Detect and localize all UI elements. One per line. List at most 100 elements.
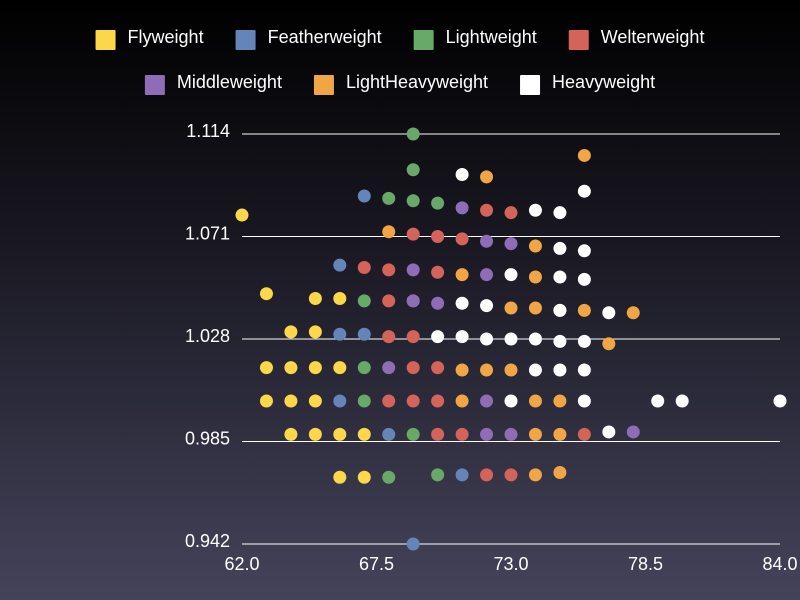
point-flyweight — [284, 427, 298, 441]
x-tick-label: 78.5 — [628, 554, 663, 574]
point-middleweight — [455, 201, 469, 215]
point-middleweight — [382, 361, 396, 375]
point-welterweight — [431, 427, 445, 441]
point-lightweight — [406, 194, 420, 208]
point-lightweight — [382, 191, 396, 205]
point-middleweight — [504, 237, 518, 251]
point-featherweight — [333, 394, 347, 408]
legend-label: LightHeavyweight — [346, 72, 488, 92]
point-lightweight — [357, 361, 371, 375]
point-heavyweight — [528, 363, 542, 377]
point-welterweight — [357, 260, 371, 274]
point-welterweight — [577, 427, 591, 441]
legend-label: Lightweight — [446, 27, 537, 47]
legend-swatch — [313, 75, 334, 95]
y-tick-label: 1.028 — [185, 326, 230, 346]
point-middleweight — [480, 234, 494, 248]
point-lightheavyweight — [480, 170, 494, 184]
point-lightheavyweight — [528, 270, 542, 284]
point-lightweight — [406, 427, 420, 441]
point-middleweight — [480, 427, 494, 441]
point-flyweight — [284, 361, 298, 375]
x-tick-label: 62.0 — [224, 554, 259, 574]
point-heavyweight — [553, 303, 567, 317]
point-heavyweight — [553, 241, 567, 255]
point-welterweight — [431, 361, 445, 375]
point-heavyweight — [553, 206, 567, 220]
point-welterweight — [455, 427, 469, 441]
point-flyweight — [333, 361, 347, 375]
point-flyweight — [308, 291, 322, 305]
point-heavyweight — [504, 268, 518, 282]
point-flyweight — [259, 394, 273, 408]
data-points — [235, 127, 787, 551]
point-heavyweight — [431, 330, 445, 344]
point-lightheavyweight — [577, 148, 591, 162]
point-lightweight — [406, 163, 420, 177]
point-heavyweight — [553, 363, 567, 377]
point-flyweight — [333, 427, 347, 441]
point-middleweight — [406, 294, 420, 308]
point-heavyweight — [553, 334, 567, 348]
point-featherweight — [455, 468, 469, 482]
point-heavyweight — [504, 394, 518, 408]
point-welterweight — [480, 468, 494, 482]
point-lightheavyweight — [455, 268, 469, 282]
legend-item-welterweight: Welterweight — [568, 27, 704, 50]
point-welterweight — [455, 232, 469, 246]
y-axis-ticks: 0.942 0.985 1.028 1.071 1.114 — [185, 121, 230, 551]
point-welterweight — [406, 227, 420, 241]
point-heavyweight — [577, 334, 591, 348]
point-flyweight — [284, 325, 298, 339]
x-tick-label: 73.0 — [493, 554, 528, 574]
point-lightheavyweight — [504, 363, 518, 377]
point-middleweight — [626, 425, 640, 439]
point-heavyweight — [602, 306, 616, 320]
point-middleweight — [480, 394, 494, 408]
point-lightheavyweight — [480, 363, 494, 377]
point-flyweight — [259, 361, 273, 375]
point-heavyweight — [577, 363, 591, 377]
legend-label: Flyweight — [128, 27, 204, 47]
y-tick-label: 1.071 — [185, 224, 230, 244]
point-heavyweight — [480, 332, 494, 346]
point-lightweight — [431, 196, 445, 210]
point-welterweight — [504, 206, 518, 220]
point-lightheavyweight — [382, 225, 396, 239]
y-tick-label: 0.985 — [185, 429, 230, 449]
point-lightweight — [406, 127, 420, 141]
point-lightheavyweight — [528, 427, 542, 441]
legend-item-lightheavyweight: LightHeavyweight — [313, 72, 488, 95]
point-lightheavyweight — [626, 306, 640, 320]
point-lightheavyweight — [553, 465, 567, 479]
x-tick-label: 67.5 — [359, 554, 394, 574]
point-flyweight — [308, 427, 322, 441]
legend-swatch — [568, 30, 589, 50]
point-lightheavyweight — [553, 427, 567, 441]
point-lightweight — [431, 468, 445, 482]
point-flyweight — [235, 208, 249, 222]
legend-swatch — [144, 75, 165, 95]
legend-item-featherweight: Featherweight — [235, 27, 382, 50]
point-flyweight — [284, 394, 298, 408]
point-flyweight — [333, 470, 347, 484]
point-lightheavyweight — [504, 301, 518, 315]
point-flyweight — [357, 470, 371, 484]
legend-swatch — [413, 30, 434, 50]
point-lightweight — [382, 470, 396, 484]
legend-label: Featherweight — [268, 27, 382, 47]
point-heavyweight — [675, 394, 689, 408]
point-middleweight — [504, 427, 518, 441]
point-lightheavyweight — [455, 363, 469, 377]
point-welterweight — [431, 230, 445, 243]
point-flyweight — [308, 394, 322, 408]
point-lightheavyweight — [577, 303, 591, 317]
point-heavyweight — [528, 203, 542, 217]
legend-swatch — [520, 75, 541, 95]
legend-swatch — [235, 30, 256, 50]
point-heavyweight — [577, 272, 591, 286]
point-heavyweight — [773, 394, 787, 408]
point-welterweight — [382, 263, 396, 277]
point-featherweight — [406, 537, 420, 551]
point-heavyweight — [577, 244, 591, 258]
